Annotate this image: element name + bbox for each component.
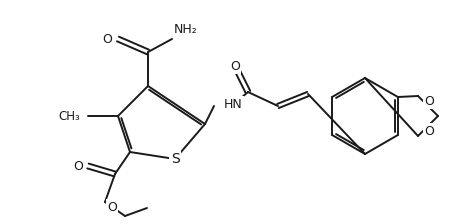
Text: HN: HN — [224, 97, 243, 110]
Text: O: O — [424, 95, 434, 108]
Text: NH₂: NH₂ — [174, 22, 198, 35]
Text: O: O — [424, 125, 434, 138]
Text: S: S — [171, 152, 179, 166]
Text: O: O — [73, 159, 83, 172]
Text: O: O — [230, 60, 240, 73]
Text: O: O — [102, 32, 112, 45]
Text: O: O — [107, 200, 117, 213]
Text: CH₃: CH₃ — [58, 110, 80, 123]
